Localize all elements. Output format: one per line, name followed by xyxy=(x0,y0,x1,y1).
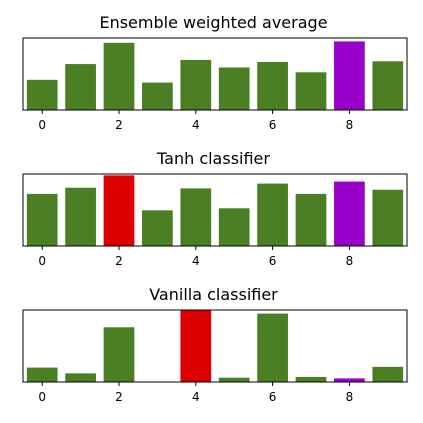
axes-frame xyxy=(22,173,408,247)
x-tick-label-4: 4 xyxy=(192,390,200,404)
x-axis: 0 2 4 6 8 xyxy=(38,382,353,404)
x-tick-label-2: 2 xyxy=(115,254,123,268)
bar-9 xyxy=(372,61,404,110)
bar-6 xyxy=(257,62,288,110)
x-tick-label-4: 4 xyxy=(192,254,200,268)
bar-7 xyxy=(295,376,327,382)
bar-4 xyxy=(180,310,212,382)
bar-3 xyxy=(142,82,173,110)
bar-9 xyxy=(372,366,404,382)
bar-5 xyxy=(218,377,250,382)
x-axis: 0 2 4 6 8 xyxy=(38,110,353,132)
bar-8 xyxy=(334,378,365,382)
x-tick-label-6: 6 xyxy=(269,118,277,132)
x-axis: 0 2 4 6 8 xyxy=(38,246,353,268)
panel-vanilla: Vanilla classifier 0 2 4 6 8 xyxy=(22,285,408,404)
bar-4 xyxy=(180,188,212,246)
panel-tanh: Tanh classifier 0 2 4 6 8 xyxy=(22,149,408,268)
bar-group xyxy=(26,310,404,382)
x-tick-label-8: 8 xyxy=(346,254,354,268)
bar-6 xyxy=(257,183,288,246)
x-tick-label-8: 8 xyxy=(346,390,354,404)
axes-frame xyxy=(22,37,408,111)
x-tick-label-6: 6 xyxy=(269,254,277,268)
x-tick-label-6: 6 xyxy=(269,390,277,404)
bar-4 xyxy=(180,59,212,110)
chart-title: Vanilla classifier xyxy=(149,285,278,304)
bar-3 xyxy=(142,210,173,246)
bar-8 xyxy=(334,41,365,110)
bar-5 xyxy=(218,67,250,110)
bar-1 xyxy=(65,373,96,382)
panel-ensemble: Ensemble weighted average 0 2 4 6 8 xyxy=(22,13,408,132)
bar-8 xyxy=(334,181,365,246)
axes-frame xyxy=(22,309,408,383)
bar-7 xyxy=(295,193,327,246)
bar-0 xyxy=(26,79,58,110)
bar-1 xyxy=(65,64,96,110)
x-tick-label-0: 0 xyxy=(38,254,46,268)
bar-1 xyxy=(65,187,96,246)
bar-7 xyxy=(295,72,327,110)
bar-0 xyxy=(26,193,58,246)
bar-2 xyxy=(103,327,135,382)
x-tick-label-4: 4 xyxy=(192,118,200,132)
bar-5 xyxy=(218,208,250,246)
x-tick-label-0: 0 xyxy=(38,118,46,132)
bar-0 xyxy=(26,367,58,382)
x-tick-label-0: 0 xyxy=(38,390,46,404)
bar-6 xyxy=(257,313,288,382)
bar-group xyxy=(26,41,404,110)
chart-title: Ensemble weighted average xyxy=(99,13,327,32)
bar-2 xyxy=(103,42,135,110)
bar-group xyxy=(26,175,404,246)
x-tick-label-2: 2 xyxy=(115,118,123,132)
x-tick-label-2: 2 xyxy=(115,390,123,404)
bar-9 xyxy=(372,189,404,246)
bar-2 xyxy=(103,175,135,246)
x-tick-label-8: 8 xyxy=(346,118,354,132)
chart-title: Tanh classifier xyxy=(156,149,270,168)
